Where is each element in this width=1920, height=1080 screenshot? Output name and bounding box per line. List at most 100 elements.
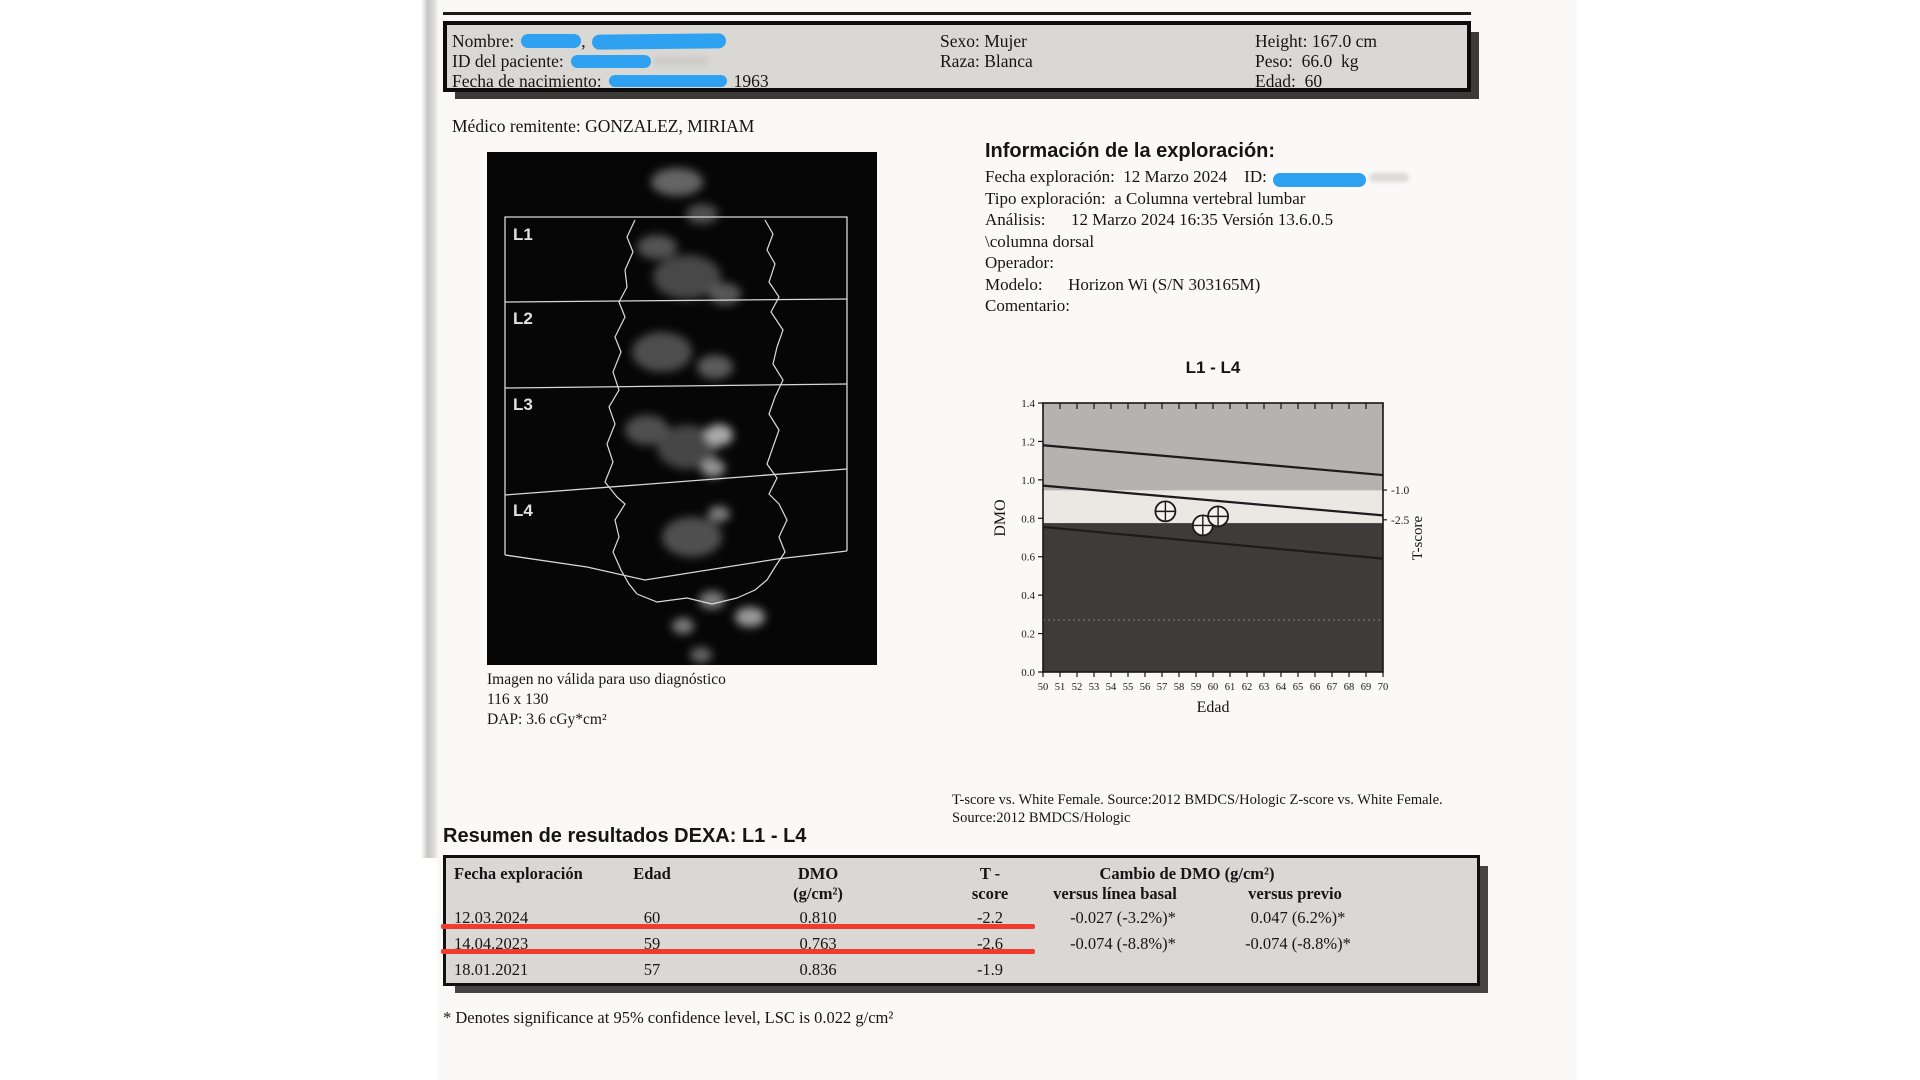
- x-tick-label: 50: [1038, 682, 1049, 693]
- x-tick-label: 69: [1361, 682, 1372, 693]
- reference-line: [1042, 525, 1384, 560]
- y2-tick-label: -2.5: [1391, 515, 1409, 527]
- x-tick-label: 61: [1225, 682, 1236, 693]
- vertebra-label-l2: L2: [513, 309, 533, 328]
- results-table: Fecha exploración Edad DMO (g/cm²) T - s…: [443, 855, 1480, 986]
- x-tick-label: 52: [1072, 682, 1083, 693]
- row2-previo: -0.074 (-8.8%)*: [1245, 934, 1351, 953]
- y2-tick-label: -1.0: [1391, 485, 1409, 497]
- y-tick-label: 1.0: [1021, 475, 1035, 487]
- x-tick-label: 67: [1327, 682, 1338, 693]
- y-tick-label: 0.8: [1021, 513, 1035, 525]
- row3-tscore: -1.9: [976, 960, 1004, 979]
- x-tick-label: 54: [1106, 682, 1117, 693]
- x-tick-label: 65: [1293, 682, 1304, 693]
- exam-info-line-comentario: Comentario:: [985, 296, 1070, 315]
- exam-fecha-text: Fecha exploración: 12 Marzo 2024 ID:: [985, 167, 1267, 186]
- x-tick-label: 58: [1174, 682, 1185, 693]
- y-axis-label: DMO: [992, 499, 1009, 537]
- exam-info-line-tipo: Tipo exploración: a Columna vertebral lu…: [985, 188, 1306, 208]
- patient-info-box: Nombre: , ID del paciente: Fecha de naci…: [443, 21, 1471, 92]
- annotation-underline-row2: [441, 949, 1035, 954]
- y-tick-label: 0.0: [1021, 667, 1035, 679]
- row2-edad: 59: [643, 934, 661, 953]
- y-tick-label: 0.4: [1021, 590, 1035, 602]
- row2-dmo: 0.763: [799, 934, 837, 953]
- referring-physician: Médico remitente: GONZALEZ, MIRIAM: [452, 116, 755, 136]
- x-tick-label: 64: [1276, 682, 1287, 693]
- row2-basal: -0.074 (-8.8%)*: [1070, 934, 1176, 953]
- dob-label: Fecha de nacimiento:: [452, 70, 602, 91]
- reference-line: [1042, 444, 1384, 477]
- scan-caption-line: Imagen no válida para uso diagnóstico: [487, 671, 726, 688]
- y-tick-label: 0.2: [1021, 629, 1035, 641]
- y-tick-label: 1.4: [1021, 398, 1035, 410]
- redaction-pill: [608, 75, 727, 87]
- footnote: * Denotes significance at 95% confidence…: [443, 1008, 894, 1027]
- column-header-basal: versus línea basal: [1053, 884, 1177, 903]
- reference-line: [1042, 484, 1384, 517]
- column-header-tscore2: score: [971, 884, 1009, 903]
- x-tick-label: 57: [1157, 682, 1168, 693]
- patient-sex: Sexo: Mujer: [940, 30, 1028, 51]
- spine-scan-graphic: L1 L2 L3 L4: [487, 152, 877, 665]
- patient-age: Edad: 60: [1255, 70, 1323, 91]
- x-tick-label: 51: [1055, 682, 1066, 693]
- y2-axis-label: T-score: [1410, 515, 1426, 561]
- header-top-rule: [443, 12, 1471, 15]
- row2-fecha: 14.04.2023: [454, 934, 529, 953]
- dexa-reference-chart: L1 - L4 50 51 52 53 54 55 56 57 58 59 60 61 62 63 64 65…: [992, 358, 1483, 723]
- column-header-previo: versus previo: [1248, 884, 1342, 903]
- name-separator: ,: [581, 30, 586, 51]
- exam-info-line-analisis: Análisis: 12 Marzo 2024 16:35 Versión 13…: [985, 210, 1334, 229]
- x-axis-label: Edad: [1196, 699, 1230, 716]
- patient-weight: Peso: 66.0 kg: [1255, 50, 1359, 71]
- row1-dmo: 0.810: [799, 908, 837, 927]
- row1-edad: 60: [643, 908, 661, 927]
- exam-info-line-fecha: Fecha exploración: 12 Marzo 2024 ID:: [985, 166, 1505, 188]
- redaction-pill: [591, 32, 726, 50]
- vertebra-label-l1: L1: [513, 225, 533, 244]
- row1-previo: 0.047 (6.2%)*: [1250, 908, 1346, 927]
- name-label: Nombre:: [452, 30, 515, 51]
- exam-info-block: Fecha exploración: 12 Marzo 2024 ID: Tip…: [985, 166, 1505, 317]
- x-tick-label: 53: [1089, 682, 1100, 693]
- column-header-cambio: Cambio de DMO (g/cm²): [1099, 864, 1275, 883]
- exam-info-line-modelo: Modelo: Horizon Wi (S/N 303165M): [985, 274, 1261, 294]
- vertebra-label-l4: L4: [513, 501, 533, 520]
- exam-info-line-columna: \columna dorsal: [985, 231, 1095, 251]
- column-header-tscore: T -: [979, 864, 1001, 883]
- redaction-pill: [1272, 173, 1366, 188]
- vertebra-label-l3: L3: [513, 395, 533, 414]
- patient-race: Raza: Blanca: [940, 50, 1033, 71]
- scan-caption-line: 116 x 130: [487, 691, 549, 708]
- scan-caption-line: DAP: 3.6 cGy*cm²: [487, 711, 607, 728]
- chart-title: L1 - L4: [1185, 358, 1241, 377]
- patient-name-row: Nombre: ,: [452, 31, 726, 51]
- x-tick-label: 59: [1191, 682, 1202, 693]
- x-tick-label: 70: [1378, 682, 1389, 693]
- row3-fecha: 18.01.2021: [454, 960, 529, 979]
- x-tick-label: 60: [1208, 682, 1219, 693]
- x-tick-label: 66: [1310, 682, 1321, 693]
- scan-caption: Imagen no válida para uso diagnóstico 11…: [487, 670, 726, 730]
- row1-basal: -0.027 (-3.2%)*: [1070, 908, 1176, 927]
- chart-band: [1043, 403, 1383, 491]
- x-tick-label: 63: [1259, 682, 1270, 693]
- x-tick-label: 62: [1242, 682, 1253, 693]
- chart-band: [1043, 523, 1383, 672]
- redaction-pill: [570, 54, 651, 68]
- y-tick-label: 1.2: [1021, 436, 1035, 448]
- row2-tscore: -2.6: [976, 934, 1004, 953]
- column-header-dmo-units: (g/cm²): [793, 884, 843, 903]
- patient-dob-row: Fecha de nacimiento: 1963: [452, 71, 769, 91]
- x-tick-label: 68: [1344, 682, 1355, 693]
- scan-edge-strip: [421, 0, 438, 858]
- dob-year: 1963: [733, 70, 769, 91]
- row1-tscore: -2.2: [976, 908, 1004, 927]
- exam-info-heading: Información de la exploración:: [985, 140, 1276, 162]
- redaction-pill: [521, 34, 582, 48]
- roi-grid: [504, 216, 848, 581]
- patient-id-label: ID del paciente:: [452, 50, 564, 71]
